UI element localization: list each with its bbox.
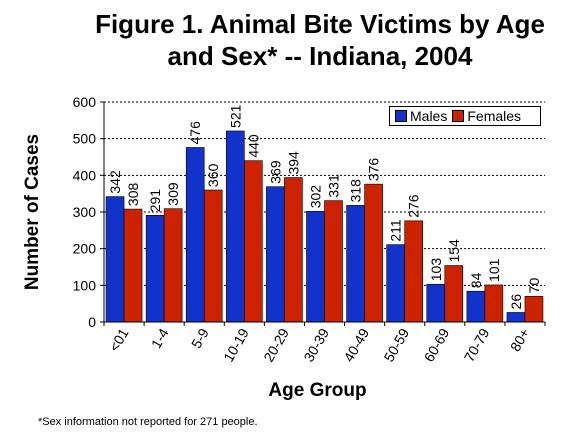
data-label: 70 [526,278,542,294]
bar-females [444,265,464,323]
data-label: 342 [107,170,123,194]
data-label: 101 [486,258,502,282]
bar-males [105,196,125,323]
data-label: 154 [446,239,462,263]
y-tick-label: 400 [73,167,97,183]
legend-swatch-females [452,110,465,122]
data-label: 360 [205,163,221,187]
x-tick-label: 30-39 [300,325,332,364]
data-label: 476 [187,121,203,145]
legend: Males Females [389,106,541,126]
x-tick-label: 50-59 [381,325,413,364]
data-label: 103 [428,258,444,282]
legend-item-females: Females [452,108,521,124]
data-label: 331 [326,174,342,198]
bar-males [506,312,526,323]
data-label: 302 [308,185,324,209]
legend-swatch-males [395,110,407,122]
bar-males [306,210,325,323]
y-tick-label: 0 [88,314,96,330]
bar-males [386,244,405,323]
chart-title-line-1: Figure 1. Animal Bite Victims by Age [95,9,545,39]
bar-males [185,147,205,323]
legend-label-males: Males [410,108,448,124]
bar-females [324,200,343,323]
data-label: 291 [147,189,163,213]
x-tick-label: 1-4 [148,325,172,351]
bar-females [284,177,303,323]
data-label: 26 [508,294,524,310]
bar-females [163,208,183,323]
y-tick-label: 100 [73,277,97,293]
x-tick-label: 20-29 [260,325,292,364]
chart-title: Figure 1. Animal Bite Victims by Age and… [60,8,580,72]
bar-females [123,208,143,323]
x-axis-label: Age Group [268,380,367,401]
bar-females [244,160,263,323]
bar-males [466,290,486,323]
data-label: 521 [227,104,243,128]
data-label: 376 [366,158,382,182]
y-tick-label: 300 [73,204,97,220]
data-label: 276 [406,194,422,218]
x-tick-label: 70-79 [461,325,493,364]
chart-title-line-2: and Sex* -- Indiana, 2004 [167,41,473,71]
data-label: 440 [245,134,261,158]
bar-males [226,130,245,323]
data-label: 211 [388,219,404,242]
data-label: 369 [267,160,283,184]
legend-item-males: Males [395,108,447,124]
x-tick-label: 60-69 [421,325,453,364]
x-tick-label: 40-49 [340,325,372,364]
x-tick-label: 80+ [507,326,533,355]
y-axis-label: Number of Cases [22,133,43,291]
bar-females [524,296,544,323]
data-label: 394 [285,151,301,175]
bar-females [203,189,223,323]
bar-females [484,284,504,323]
data-label: 318 [348,179,364,203]
x-tick-label: 5-9 [188,325,212,351]
y-tick-label: 200 [73,241,97,257]
data-label: 84 [468,272,484,288]
data-label: 309 [165,182,181,206]
bar-females [404,220,423,323]
y-tick-label: 500 [73,131,97,147]
x-tick-label: <01 [106,325,132,354]
legend-label-females: Females [467,108,522,124]
bar-males [346,205,365,323]
y-tick-label: 600 [73,94,97,110]
bar-females [364,183,383,323]
x-tick-label: 10-19 [220,325,252,364]
data-label: 308 [125,182,141,206]
bar-males [426,283,446,323]
bar-males [266,186,285,323]
footnote: *Sex information not reported for 271 pe… [38,416,258,428]
bar-males [145,215,165,323]
